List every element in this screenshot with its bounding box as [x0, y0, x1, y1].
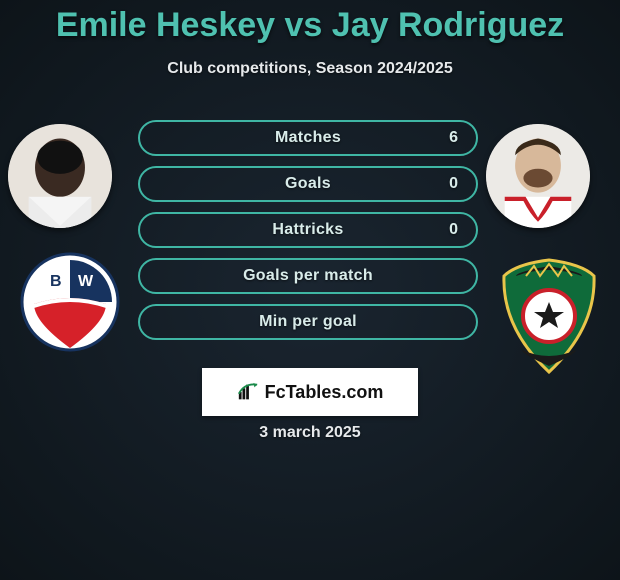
club-badge-right [496, 258, 602, 374]
stat-label: Goals [140, 168, 476, 200]
svg-text:W: W [78, 273, 94, 290]
club-badge-left: B W [20, 252, 120, 352]
svg-text:B: B [50, 273, 62, 290]
subtitle: Club competitions, Season 2024/2025 [0, 60, 620, 78]
stat-bar-min-per-goal: Min per goal [138, 304, 478, 340]
generated-date: 3 march 2025 [0, 424, 620, 442]
stat-label: Min per goal [140, 306, 476, 338]
stat-bar-goals: Goals 0 [138, 166, 478, 202]
stat-value: 6 [449, 122, 458, 154]
stat-bar-matches: Matches 6 [138, 120, 478, 156]
player-avatar-left [8, 124, 112, 228]
site-logo-icon [237, 381, 259, 403]
stat-label: Goals per match [140, 260, 476, 292]
site-name: FcTables.com [265, 382, 384, 403]
stat-value: 0 [449, 168, 458, 200]
stat-label: Matches [140, 122, 476, 154]
stat-label: Hattricks [140, 214, 476, 246]
page-title: Emile Heskey vs Jay Rodriguez [0, 6, 620, 45]
site-watermark: FcTables.com [202, 368, 418, 416]
stat-bar-hattricks: Hattricks 0 [138, 212, 478, 248]
stat-bar-goals-per-match: Goals per match [138, 258, 478, 294]
player-avatar-right [486, 124, 590, 228]
stat-bars: Matches 6 Goals 0 Hattricks 0 Goals per … [138, 120, 478, 350]
stat-value: 0 [449, 214, 458, 246]
